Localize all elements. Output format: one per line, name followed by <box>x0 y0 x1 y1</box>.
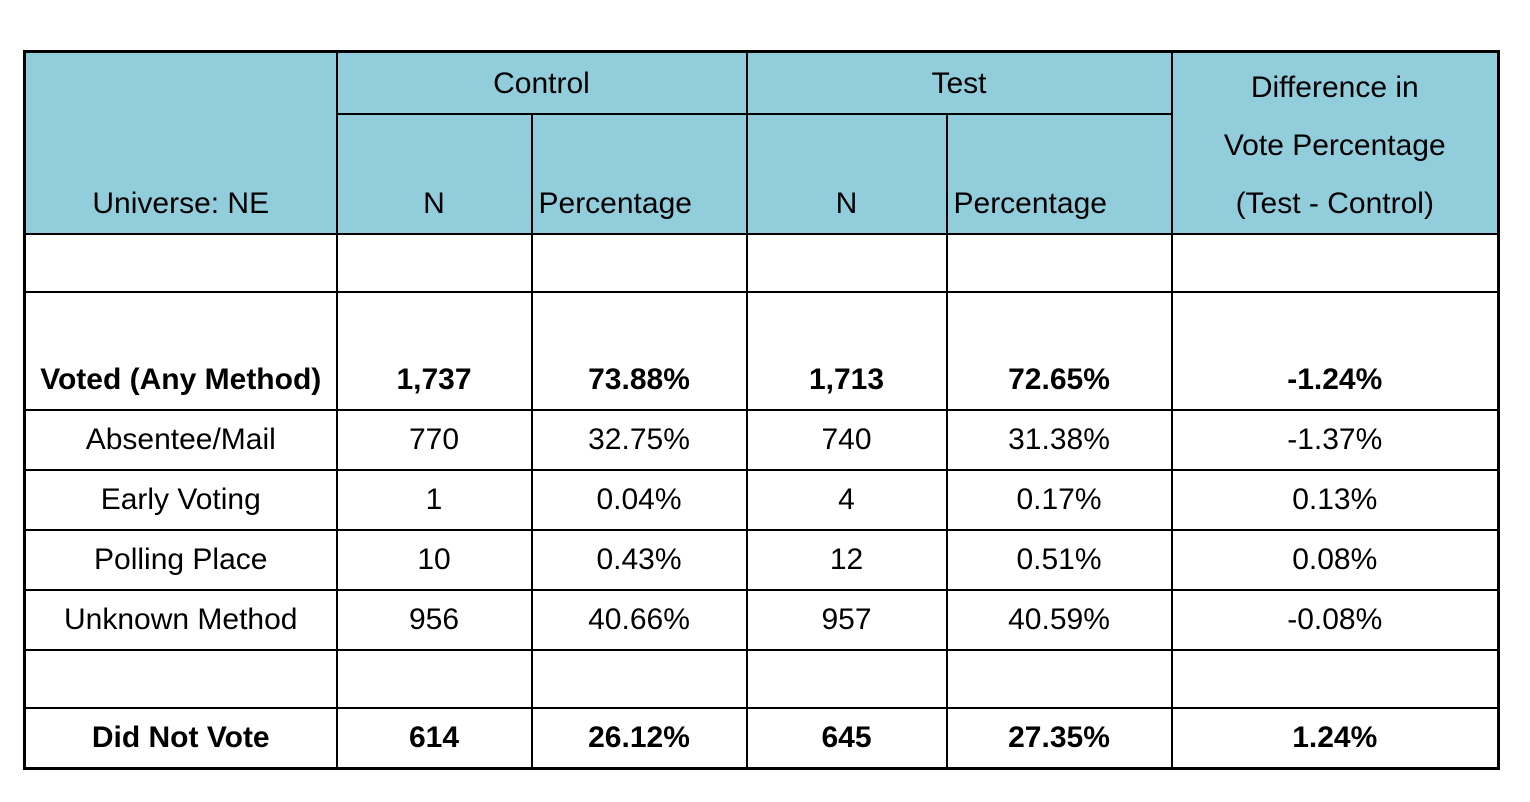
cell-diff <box>1170 648 1500 709</box>
row-label: Unknown Method <box>23 588 338 651</box>
cell-control-pct: 40.66% <box>530 588 748 651</box>
row-label: Voted (Any Method) <box>23 290 338 411</box>
cell-control-n <box>335 232 533 293</box>
cell-control-pct <box>530 232 748 293</box>
universe-header: Universe: NE <box>23 50 338 235</box>
cell-diff: -1.24% <box>1170 290 1500 411</box>
difference-header-line3: (Test - Control) <box>1235 186 1434 220</box>
table-row-spacer <box>23 232 1500 293</box>
row-label <box>23 648 338 709</box>
cell-control-n: 10 <box>335 528 533 591</box>
table-row-did-not-vote: Did Not Vote 614 26.12% 645 27.35% 1.24% <box>23 706 1500 769</box>
cell-control-pct: 32.75% <box>530 408 748 471</box>
cell-test-pct <box>945 648 1173 709</box>
control-group-header: Control <box>335 50 748 115</box>
cell-test-pct <box>945 232 1173 293</box>
difference-header: Difference in Vote Percentage (Test - Co… <box>1170 50 1500 235</box>
row-label: Absentee/Mail <box>23 408 338 471</box>
cell-control-n: 614 <box>335 706 533 769</box>
table-row-spacer <box>23 648 1500 709</box>
row-label <box>23 232 338 293</box>
cell-test-n <box>745 232 948 293</box>
cell-control-n <box>335 648 533 709</box>
cell-test-n: 957 <box>745 588 948 651</box>
control-n-header: N <box>335 112 533 235</box>
cell-control-n: 1,737 <box>335 290 533 411</box>
table-row-unknown-method: Unknown Method 956 40.66% 957 40.59% -0.… <box>23 588 1500 651</box>
header-row-groups: Universe: NE Control Test Difference in … <box>23 50 1500 235</box>
cell-test-n: 1,713 <box>745 290 948 411</box>
cell-control-n: 770 <box>335 408 533 471</box>
cell-test-pct: 0.17% <box>945 468 1173 531</box>
cell-test-pct: 72.65% <box>945 290 1173 411</box>
cell-test-n: 645 <box>745 706 948 769</box>
vote-comparison-table-container: Universe: NE Control Test Difference in … <box>23 50 1500 770</box>
cell-test-pct: 0.51% <box>945 528 1173 591</box>
row-label: Did Not Vote <box>23 706 338 769</box>
cell-control-pct: 0.43% <box>530 528 748 591</box>
test-group-header: Test <box>745 50 1173 115</box>
cell-diff: 0.08% <box>1170 528 1500 591</box>
test-n-header: N <box>745 112 948 235</box>
table-row-voted-any-method: Voted (Any Method) 1,737 73.88% 1,713 72… <box>23 290 1500 411</box>
table-row-early-voting: Early Voting 1 0.04% 4 0.17% 0.13% <box>23 468 1500 531</box>
row-label: Early Voting <box>23 468 338 531</box>
cell-control-pct: 73.88% <box>530 290 748 411</box>
control-percentage-header: Percentage <box>530 112 748 235</box>
cell-control-n: 956 <box>335 588 533 651</box>
cell-control-n: 1 <box>335 468 533 531</box>
header-row-subcolumns: N Percentage N Percentage <box>25 112 1499 235</box>
table-row-polling-place: Polling Place 10 0.43% 12 0.51% 0.08% <box>23 528 1500 591</box>
cell-control-pct <box>530 648 748 709</box>
row-label: Polling Place <box>23 528 338 591</box>
cell-control-pct: 0.04% <box>530 468 748 531</box>
cell-test-pct: 40.59% <box>945 588 1173 651</box>
cell-diff <box>1170 232 1500 293</box>
cell-control-pct: 26.12% <box>530 706 748 769</box>
cell-diff: 0.13% <box>1170 468 1500 531</box>
cell-diff: 1.24% <box>1170 706 1500 769</box>
vote-comparison-table: Universe: NE Control Test Difference in … <box>23 50 1500 770</box>
cell-test-n: 4 <box>745 468 948 531</box>
cell-diff: -1.37% <box>1170 408 1500 471</box>
cell-diff: -0.08% <box>1170 588 1500 651</box>
difference-header-line2: Vote Percentage <box>1223 128 1446 162</box>
cell-test-n: 740 <box>745 408 948 471</box>
cell-test-pct: 27.35% <box>945 706 1173 769</box>
difference-header-line1: Difference in <box>1250 70 1419 104</box>
table-row-absentee-mail: Absentee/Mail 770 32.75% 740 31.38% -1.3… <box>23 408 1500 471</box>
cell-test-n: 12 <box>745 528 948 591</box>
test-percentage-header: Percentage <box>945 112 1173 235</box>
cell-test-pct: 31.38% <box>945 408 1173 471</box>
cell-test-n <box>745 648 948 709</box>
